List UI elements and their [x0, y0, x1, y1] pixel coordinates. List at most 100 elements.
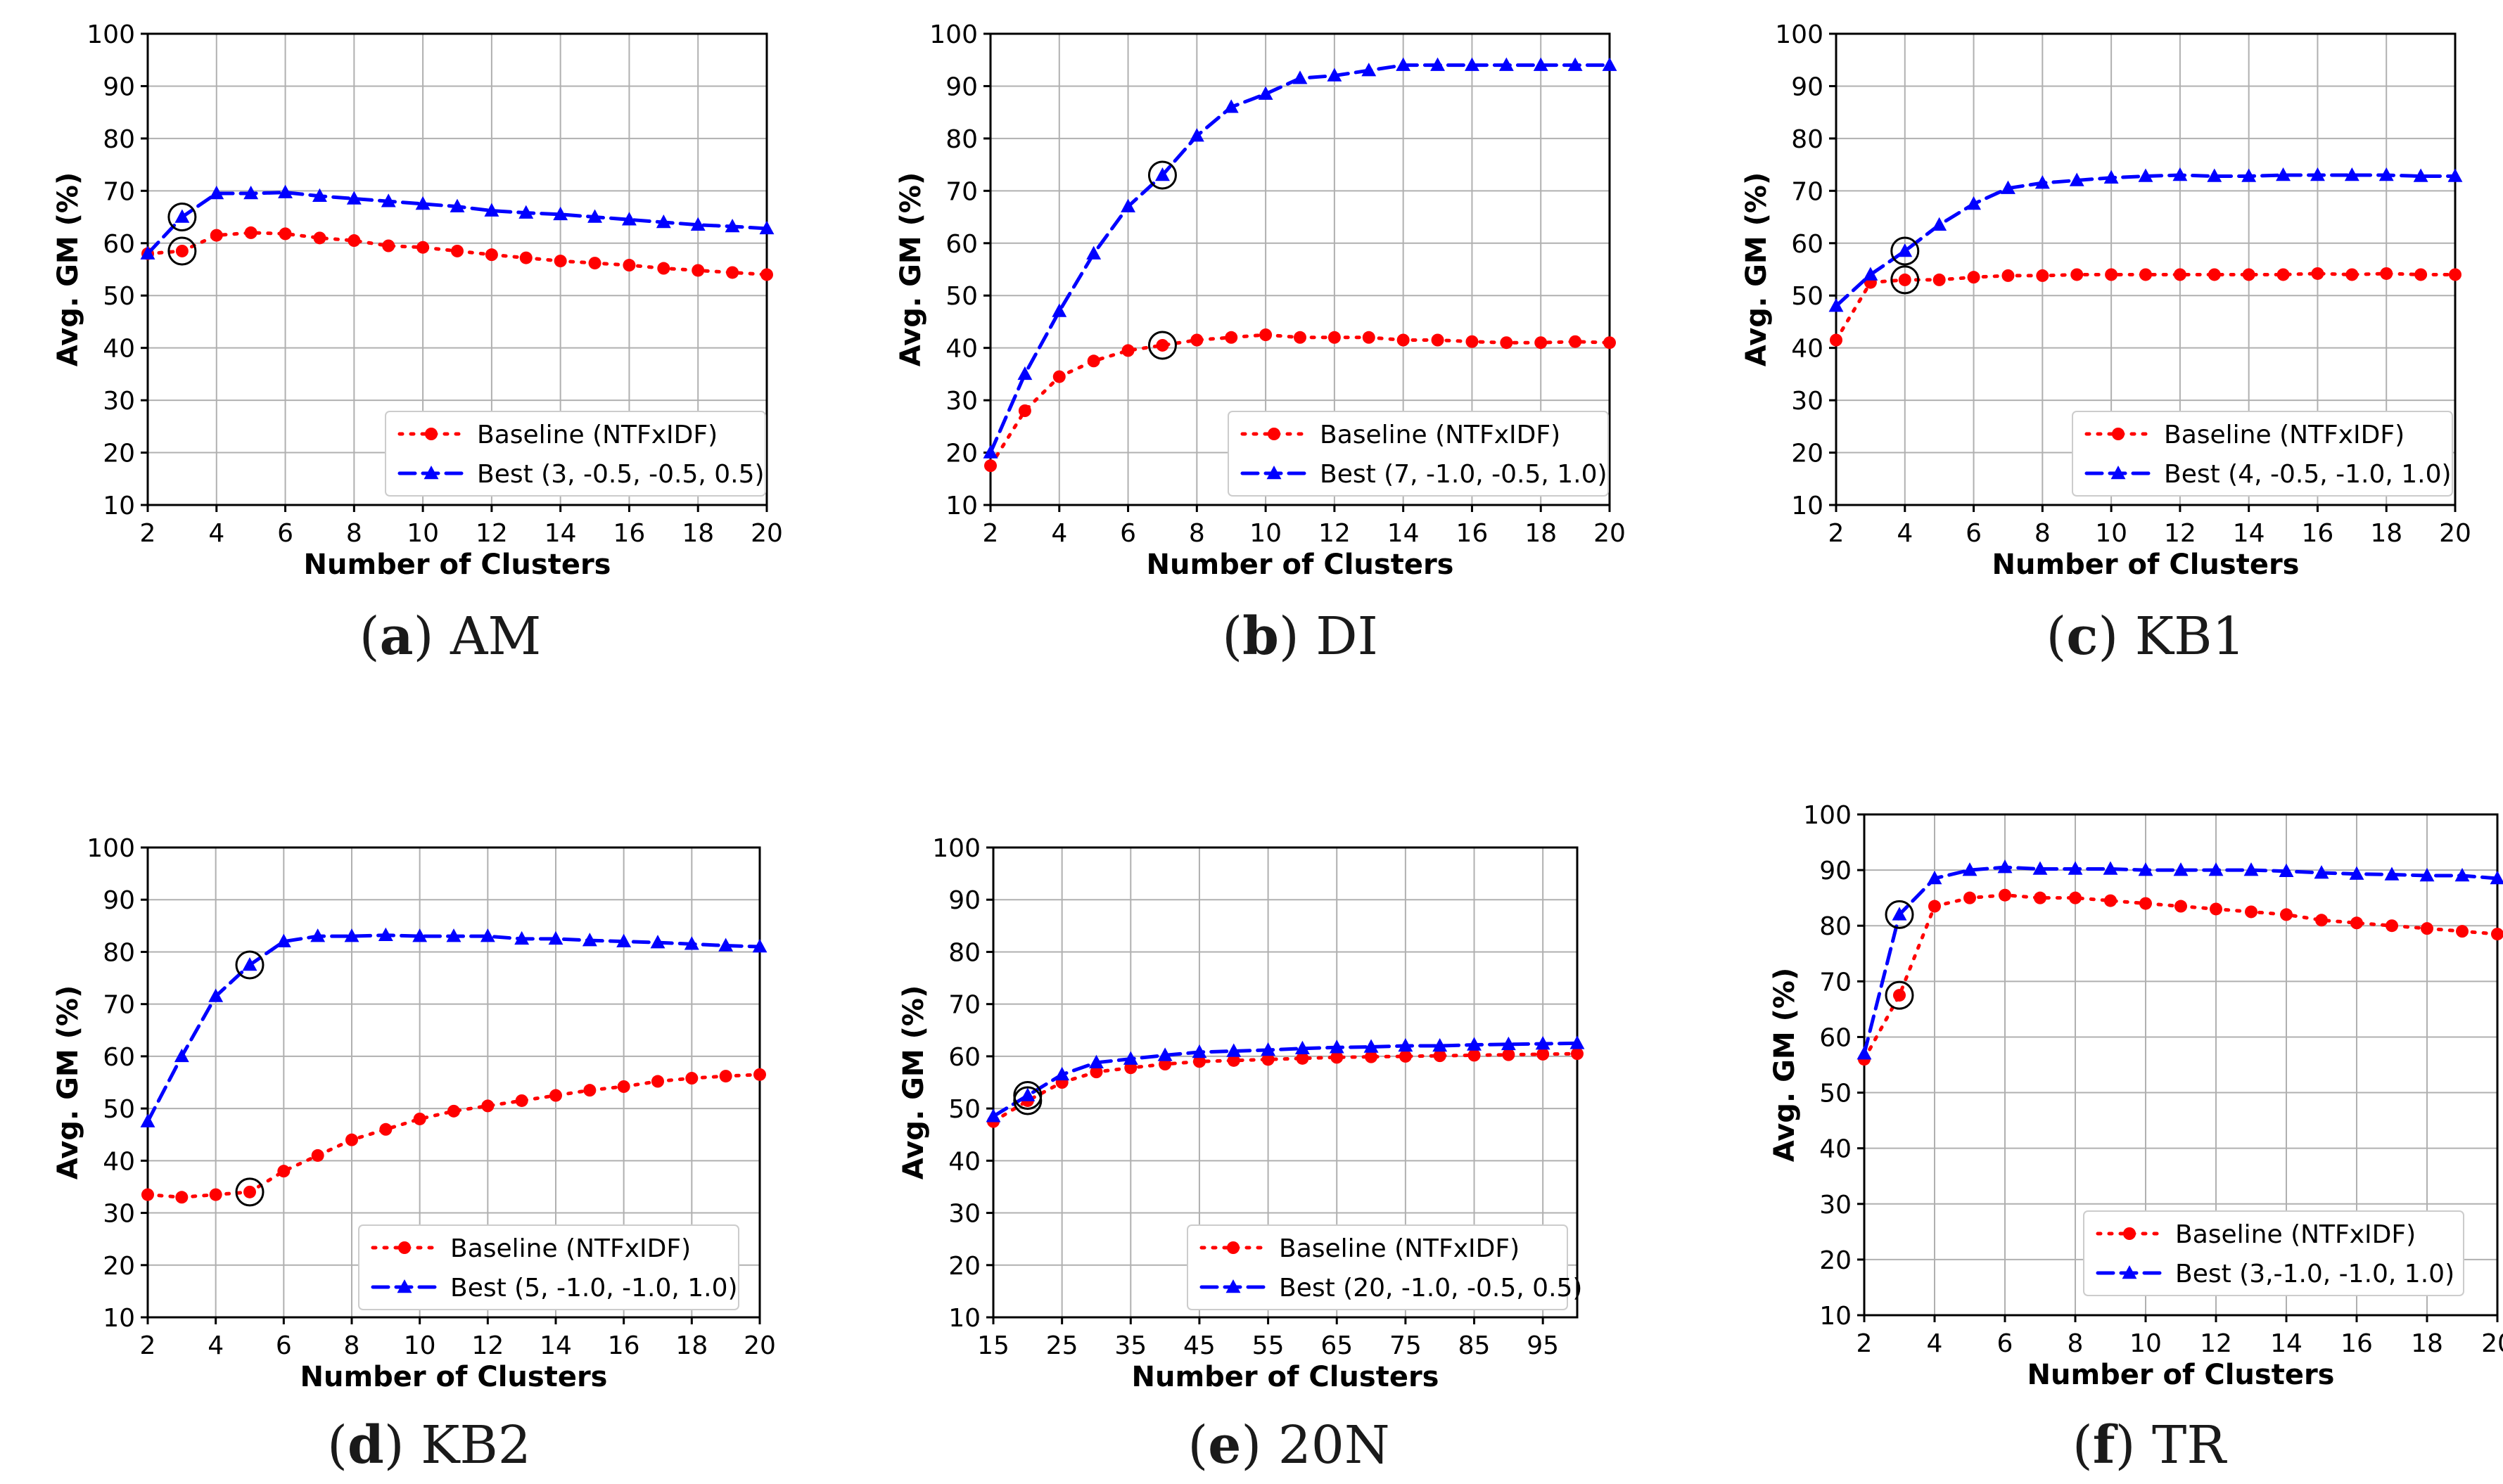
- data-point-best: [1966, 196, 1982, 210]
- data-point-baseline: [413, 1112, 426, 1125]
- chart-panel-f: 2 4 6 8 10 12 14 16 18 20 10 20 30 40 50 60 70 80 90 100 Num…: [1769, 801, 2503, 1391]
- highlight-circle: [167, 203, 197, 232]
- data-point-baseline: [1967, 271, 1980, 284]
- data-point-best: [1292, 70, 1308, 84]
- y-axis-label: Avg. GM (%): [1769, 968, 1801, 1163]
- data-point-baseline: [1156, 338, 1169, 352]
- data-point-baseline: [519, 251, 533, 264]
- x-tick-label: 4: [208, 519, 224, 548]
- y-tick-label: 10: [945, 492, 978, 520]
- legend: Baseline (NTFxIDF) Best (3, -0.5, -0.5, 0…: [385, 411, 766, 497]
- caption-dataset-name: TR: [2152, 1415, 2227, 1476]
- series-line-best: [1862, 865, 2499, 1056]
- legend: Baseline (NTFxIDF) Best (20, -1.0, -0.5, …: [1187, 1224, 1582, 1310]
- y-tick-label: 30: [1791, 387, 1823, 416]
- caption-dataset-name: KB1: [2134, 606, 2246, 667]
- x-tick-label: 20: [2481, 1329, 2503, 1358]
- data-point-best: [276, 933, 291, 947]
- data-point-baseline: [2315, 914, 2328, 927]
- y-tick-label: 30: [945, 387, 978, 416]
- y-tick-label: 60: [1819, 1023, 1852, 1052]
- data-point-baseline: [1192, 1055, 1206, 1068]
- data-point-baseline: [760, 268, 773, 281]
- data-point-baseline: [2210, 902, 2222, 916]
- data-point-best: [1086, 245, 1102, 260]
- data-point-best: [140, 1113, 155, 1127]
- legend-marker: [425, 428, 438, 440]
- series-line-baseline: [1834, 271, 2457, 342]
- data-point-baseline: [1261, 1053, 1275, 1066]
- data-point-baseline: [1396, 333, 1410, 347]
- y-tick-label: 90: [948, 886, 981, 915]
- x-tick-label: 4: [1051, 519, 1067, 548]
- x-tick-label: 14: [1387, 519, 1420, 548]
- data-point-best: [1192, 1044, 1207, 1058]
- data-point-best: [1123, 1051, 1138, 1065]
- data-point-baseline: [1932, 273, 1946, 286]
- data-point-best: [1897, 243, 1913, 257]
- data-point-baseline: [481, 1099, 495, 1113]
- caption-letter: e: [1208, 1415, 1242, 1476]
- y-tick-label: 20: [103, 440, 135, 468]
- legend-label: Baseline (NTFxIDF): [1320, 421, 1560, 449]
- x-tick-label: 12: [471, 1331, 504, 1360]
- y-tick-label: 40: [1819, 1135, 1852, 1164]
- data-point-baseline: [451, 244, 464, 257]
- y-tick-label: 60: [945, 230, 978, 259]
- data-point-baseline: [345, 1133, 358, 1146]
- data-point-best: [209, 186, 224, 200]
- data-point-baseline: [243, 1185, 256, 1198]
- highlight-circle: [1147, 160, 1177, 190]
- y-tick-label: 20: [945, 440, 978, 468]
- data-point-best: [616, 933, 632, 947]
- data-point-baseline: [141, 1188, 154, 1201]
- data-point-best: [208, 988, 224, 1002]
- highlight-circle: [1147, 331, 1177, 360]
- highlight-circle: [1885, 980, 1914, 1010]
- legend: Baseline (NTFxIDF) Best (3,-1.0, -1.0, 1.…: [2083, 1210, 2464, 1296]
- data-point-best: [1828, 298, 1844, 312]
- data-point-baseline: [277, 1165, 291, 1178]
- data-point-baseline: [1898, 273, 1911, 286]
- data-point-best: [344, 928, 359, 942]
- data-point-baseline: [2001, 269, 2015, 282]
- data-point-best: [2138, 168, 2153, 182]
- y-axis-label: Avg. GM (%): [898, 985, 930, 1180]
- data-point-best: [1017, 366, 1033, 380]
- data-point-best: [2138, 862, 2153, 876]
- x-tick-label: 4: [208, 1331, 224, 1360]
- y-tick-label: 20: [948, 1252, 981, 1281]
- data-point-baseline: [311, 1149, 324, 1162]
- plot-frame: [146, 846, 761, 1319]
- data-point-best: [378, 927, 393, 941]
- data-point-baseline: [1225, 331, 1238, 344]
- data-point-baseline: [1502, 1048, 1515, 1061]
- panel-caption: (b) DI: [1089, 606, 1511, 667]
- data-point-baseline: [2069, 891, 2082, 904]
- data-point-best: [381, 193, 396, 207]
- y-tick-label: 70: [948, 991, 981, 1020]
- data-point-best: [514, 930, 530, 945]
- data-point-best: [690, 217, 706, 231]
- data-point-baseline: [726, 266, 739, 279]
- x-tick-label: 85: [1458, 1331, 1491, 1360]
- data-point-best: [310, 928, 326, 942]
- y-tick-label: 90: [103, 886, 135, 915]
- data-point-best: [2384, 866, 2400, 881]
- data-point-baseline: [1603, 336, 1616, 350]
- x-tick-label: 18: [682, 519, 714, 548]
- data-point-best: [2000, 180, 2015, 194]
- legend-marker: [423, 466, 439, 480]
- x-tick-label: 20: [751, 519, 783, 548]
- data-point-baseline: [175, 1191, 189, 1204]
- data-point-baseline: [719, 1070, 732, 1083]
- data-point-best: [2172, 167, 2188, 181]
- data-point-best: [1294, 1040, 1310, 1055]
- data-point-best: [1055, 1066, 1070, 1081]
- y-tick-label: 100: [87, 20, 135, 49]
- data-point-best: [1569, 1035, 1585, 1049]
- data-point-best: [2447, 168, 2463, 182]
- y-tick-label: 50: [948, 1095, 981, 1124]
- x-tick-label: 6: [276, 1331, 292, 1360]
- legend-marker: [2123, 1227, 2136, 1240]
